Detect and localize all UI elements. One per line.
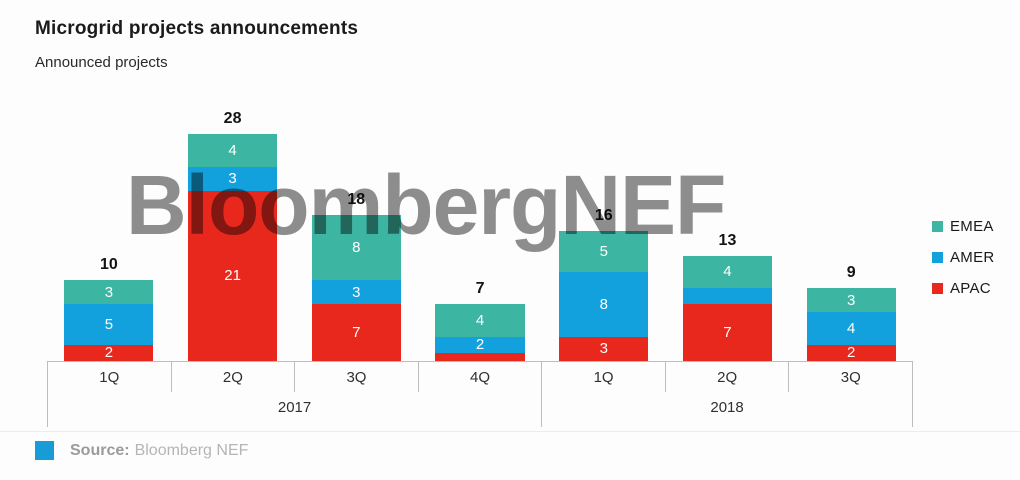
bar-total-label: 28 <box>223 110 242 128</box>
source-text: Source: Bloomberg NEF <box>70 442 248 460</box>
bar-segment-amer: 5 <box>64 304 154 345</box>
legend-item-emea: EMEA <box>932 218 995 235</box>
bar-segment-value: 8 <box>599 295 608 313</box>
bar-segment-emea: 4 <box>682 255 772 289</box>
chart-subtitle: Announced projects <box>35 54 168 71</box>
source-marker-icon <box>35 441 54 460</box>
bar-segment-amer: 3 <box>311 280 401 305</box>
bar-column-2q-5: 13 4 7 <box>666 0 790 361</box>
legend-item-apac: APAC <box>932 280 995 297</box>
bar-segment-value: 5 <box>599 243 608 261</box>
bar-segment-emea: 5 <box>559 231 649 272</box>
bar-segment-value: 3 <box>599 340 608 358</box>
bar-segment-emea: 4 <box>188 134 278 167</box>
bar-segment-emea: 3 <box>806 288 896 313</box>
page-title: Microgrid projects announcements <box>35 18 359 39</box>
footer: Source: Bloomberg NEF <box>0 431 1020 471</box>
bar-segment-value: 3 <box>104 283 114 301</box>
bar-segment-value: 2 <box>475 336 485 353</box>
x-axis-year-label: 2018 <box>541 392 913 427</box>
x-axis-tick-label: 2Q <box>170 362 295 392</box>
bar-segment-value: 3 <box>352 283 361 301</box>
x-axis-tick-label: 3Q <box>294 362 418 392</box>
plot-area: 10 3 5 2 28 4 3 21 18 8 3 7 7 4 2 16 5 8 3 13 4 7 9 3 4 2 <box>47 0 913 361</box>
stacked-bar: 3 5 2 <box>64 280 154 361</box>
stacked-bar: 3 4 2 <box>806 288 896 361</box>
bar-total-label: 7 <box>475 280 485 298</box>
x-axis-tick-label: 1Q <box>541 362 665 392</box>
bar-segment-amer: 8 <box>559 271 649 337</box>
bar-segment-apac: 2 <box>64 344 154 361</box>
bar-segment-emea: 8 <box>311 215 401 281</box>
x-axis-quarter-row: 1Q 2Q 3Q 4Q 1Q 2Q 3Q <box>47 362 914 392</box>
bar-total-label: 10 <box>99 256 118 274</box>
bar-column-3q-2: 18 8 3 7 <box>294 0 418 361</box>
source-value: Bloomberg NEF <box>134 442 249 459</box>
bar-column-3q-6: 9 3 4 2 <box>789 0 913 361</box>
bar-segment-emea: 3 <box>64 280 154 305</box>
legend-label: AMER <box>950 249 995 266</box>
legend-label: EMEA <box>950 218 994 235</box>
bar-segment-amer: 4 <box>806 312 896 345</box>
bar-segment-value: 3 <box>228 170 237 188</box>
stacked-bar: 4 3 21 <box>188 134 278 361</box>
x-axis-tick-label: 3Q <box>788 362 914 392</box>
bar-total-label: 18 <box>347 191 366 209</box>
bar-segment-amer <box>682 288 772 305</box>
legend-item-amer: AMER <box>932 249 995 266</box>
bar-segment-value: 4 <box>723 263 732 281</box>
x-axis: 1Q 2Q 3Q 4Q 1Q 2Q 3Q 2017 2018 <box>47 361 914 427</box>
bar-segment-value: 4 <box>475 312 485 330</box>
bar-column-2q-1: 28 4 3 21 <box>171 0 295 361</box>
bar-segment-amer: 3 <box>188 166 278 191</box>
bar-segment-value: 7 <box>352 324 361 342</box>
bar-segment-value: 8 <box>352 239 361 257</box>
bar-segment-apac: 3 <box>559 336 649 361</box>
bar-column-1q-0: 10 3 5 2 <box>47 0 171 361</box>
bar-segment-value: 5 <box>104 316 114 334</box>
bar-column-1q-4: 16 5 8 3 <box>542 0 666 361</box>
bar-total-label: 16 <box>594 207 613 225</box>
bar-segment-value: 2 <box>847 344 856 361</box>
bar-segment-apac <box>435 352 525 361</box>
bar-segment-value: 3 <box>847 291 856 309</box>
bar-segment-amer: 2 <box>435 336 525 353</box>
legend-label: APAC <box>950 280 991 297</box>
x-axis-tick-label: 1Q <box>47 362 171 392</box>
x-axis-tick-label: 4Q <box>417 362 542 392</box>
x-axis-year-row: 2017 2018 <box>47 392 913 427</box>
bar-segment-value: 7 <box>723 324 732 342</box>
stacked-bar: 8 3 7 <box>311 215 401 361</box>
bar-segment-value: 2 <box>104 344 114 361</box>
bar-segment-value: 4 <box>847 320 856 338</box>
bar-segment-apac: 2 <box>806 344 896 361</box>
bar-segment-apac: 21 <box>188 190 278 361</box>
stacked-bar: 5 8 3 <box>559 231 649 361</box>
bar-segment-value: 4 <box>228 141 237 159</box>
legend-swatch-icon <box>932 283 943 294</box>
bar-segment-apac: 7 <box>311 304 401 361</box>
legend-swatch-icon <box>932 252 943 263</box>
bar-segment-value: 21 <box>224 267 241 285</box>
bar-total-label: 13 <box>718 231 737 249</box>
bar-total-label: 9 <box>846 264 856 282</box>
x-axis-year-label: 2017 <box>47 392 541 427</box>
source-label: Source: <box>70 442 130 459</box>
legend: EMEA AMER APAC <box>932 218 995 297</box>
legend-swatch-icon <box>932 221 943 232</box>
bar-segment-emea: 4 <box>435 304 525 337</box>
bar-segment-apac: 7 <box>682 304 772 361</box>
x-axis-tick-label: 2Q <box>664 362 789 392</box>
